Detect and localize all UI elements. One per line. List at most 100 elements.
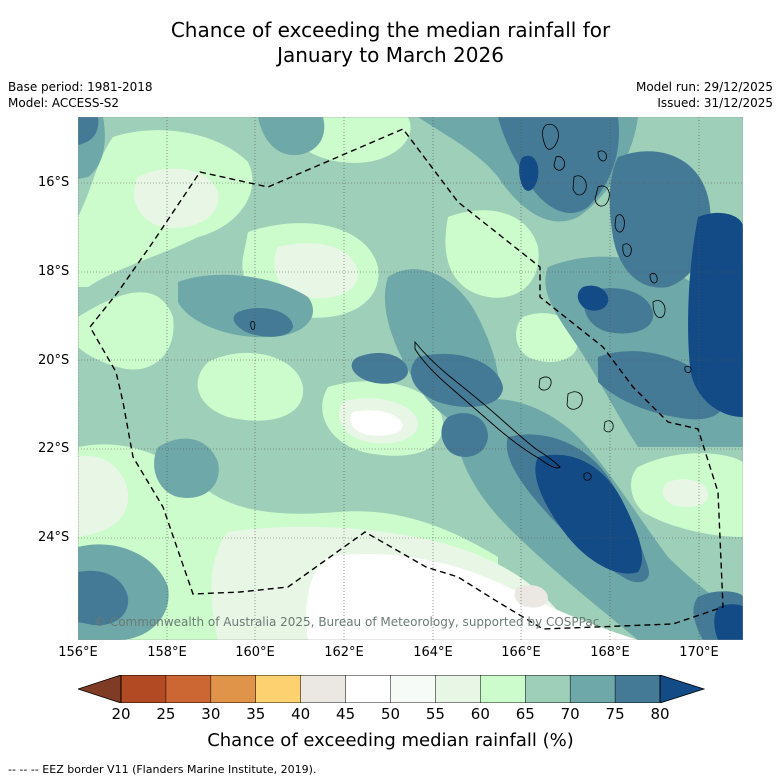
colorbar-tick-30: 30 xyxy=(201,705,221,723)
contour-75-80-southcenter xyxy=(441,413,488,457)
vanuatu-efate xyxy=(594,185,610,207)
lat-label-18s: 18°S xyxy=(38,264,70,279)
colorbar-tick-70: 70 xyxy=(560,705,580,723)
model-run: Model run: 29/12/2025 xyxy=(635,80,773,94)
lon-label-162e: 162°E xyxy=(324,645,364,660)
colorbar-tick-60: 60 xyxy=(470,705,490,723)
contour-50-55-mid xyxy=(350,410,403,436)
colorbar-bin-4 xyxy=(300,675,347,703)
rainfall-map: © Commonwealth of Australia 2025, Bureau… xyxy=(78,117,743,640)
contour-75-80-mid xyxy=(351,352,408,384)
lon-label-158e: 158°E xyxy=(147,645,187,660)
contour-50-55-south xyxy=(306,553,638,640)
far-east-island xyxy=(652,300,666,319)
contour-75-80-center-left xyxy=(233,307,293,337)
loyalty-island-2 xyxy=(566,391,583,410)
contour-75-80-sw xyxy=(78,570,129,626)
contour-60-65-west xyxy=(78,292,174,370)
vanuatu-north xyxy=(597,150,607,162)
loyalty-island-3 xyxy=(603,420,614,433)
contour-70-75-top-teal xyxy=(258,117,325,156)
colorbar-tick-80: 80 xyxy=(650,705,670,723)
contour-75-80-nc xyxy=(410,353,503,407)
contour-60-65-midleft xyxy=(197,352,304,421)
title-line-1: Chance of exceeding the median rainfall … xyxy=(170,18,611,42)
colorbar-tick-50: 50 xyxy=(380,705,401,723)
colorbar-bin-5 xyxy=(345,675,392,703)
lon-label-164e: 164°E xyxy=(413,645,453,660)
vanuatu-island-2 xyxy=(553,156,565,171)
colorbar-bin-2 xyxy=(210,675,257,703)
colorbar-bin-0 xyxy=(120,675,167,703)
lat-label-20s: 20°S xyxy=(38,353,70,368)
map-title: Chance of exceeding the median rainfall … xyxy=(0,18,781,68)
contour-80plus-east xyxy=(688,212,743,417)
contour-80plus-southeast xyxy=(535,454,643,574)
title-line-2: January to March 2026 xyxy=(277,43,504,67)
colorbar-tick-20: 20 xyxy=(111,705,131,723)
meta-right: Model run: 29/12/2025 Issued: 31/12/2025 xyxy=(636,79,773,111)
meta-left: Base period: 1981-2018 Model: ACCESS-S2 xyxy=(8,79,153,111)
contour-80plus-ne2 xyxy=(577,285,609,311)
colorbar-tick-35: 35 xyxy=(246,705,266,723)
east-islet xyxy=(684,366,692,374)
colorbar-tick-45: 45 xyxy=(336,705,356,723)
contour-80plus-north xyxy=(519,155,539,191)
vanuatu-tanna xyxy=(622,243,632,257)
eez-border xyxy=(89,128,724,630)
eez-footnote: -- -- -- EEZ border V11 (Flanders Marine… xyxy=(8,763,317,776)
colorbar-bin-3 xyxy=(255,675,302,703)
issued-date: Issued: 31/12/2025 xyxy=(657,96,773,110)
colorbar xyxy=(78,675,706,703)
contour-60-65-ne xyxy=(445,210,539,298)
model-name: Model: ACCESS-S2 xyxy=(8,96,120,110)
contour-75-80-northeast xyxy=(609,151,711,288)
colorbar-bin-6 xyxy=(390,675,437,703)
vanuatu-espiritu-santo xyxy=(542,123,559,150)
base-period: Base period: 1981-2018 xyxy=(8,80,153,94)
colorbar-bin-9 xyxy=(525,675,571,703)
lon-label-170e: 170°E xyxy=(679,645,719,660)
colorbar-bin-10 xyxy=(569,675,616,703)
contour-55-60-west xyxy=(78,456,129,537)
colorbar-high-outline xyxy=(659,675,706,703)
lon-label-168e: 168°E xyxy=(590,645,630,660)
colorbar-bin-7 xyxy=(435,675,482,703)
lat-label-22s: 22°S xyxy=(38,441,70,456)
contour-60-65-eastmid xyxy=(516,313,578,362)
lat-label-16s: 16°S xyxy=(38,175,70,190)
colorbar-bin-8 xyxy=(480,675,527,703)
contour-45-50-south xyxy=(514,585,548,608)
contour-55-60-center xyxy=(274,243,359,299)
copyright-text: © Commonwealth of Australia 2025, Bureau… xyxy=(94,615,599,629)
new-caledonia-island xyxy=(414,340,561,469)
colorbar-low-extend xyxy=(78,675,121,703)
vanuatu-erromango xyxy=(614,214,625,233)
colorbar-label: Chance of exceeding median rainfall (%) xyxy=(207,730,574,751)
contour-70-75-left xyxy=(154,438,219,498)
colorbar-low-outline xyxy=(78,675,122,703)
loyalty-island-1 xyxy=(538,376,552,391)
colorbar-tick-55: 55 xyxy=(425,705,445,723)
colorbar-bin-11 xyxy=(614,675,661,703)
isle-of-pines xyxy=(583,472,592,481)
colorbar-tick-25: 25 xyxy=(156,705,176,723)
colorbar-tick-40: 40 xyxy=(291,705,311,723)
colorbar-high-extend xyxy=(660,675,704,703)
contour-80plus-se-corner xyxy=(714,604,743,640)
colorbar-bin-1 xyxy=(165,675,212,703)
lat-label-24s: 24°S xyxy=(38,530,70,545)
contour-55-60-east xyxy=(662,479,708,507)
lon-label-160e: 160°E xyxy=(235,645,275,660)
chesterfield-islet xyxy=(250,321,256,330)
lon-label-156e: 156°E xyxy=(58,645,98,660)
vanuatu-malekula xyxy=(572,175,587,196)
contour-75-80-north xyxy=(498,117,619,213)
colorbar-tick-75: 75 xyxy=(605,705,625,723)
lon-label-166e: 166°E xyxy=(501,645,541,660)
contour-75-80-nwband xyxy=(78,117,99,145)
graticule xyxy=(78,117,743,640)
vanuatu-isle-3 xyxy=(649,273,658,284)
contour-55-60-nw xyxy=(134,168,219,228)
colorbar-tick-65: 65 xyxy=(515,705,535,723)
